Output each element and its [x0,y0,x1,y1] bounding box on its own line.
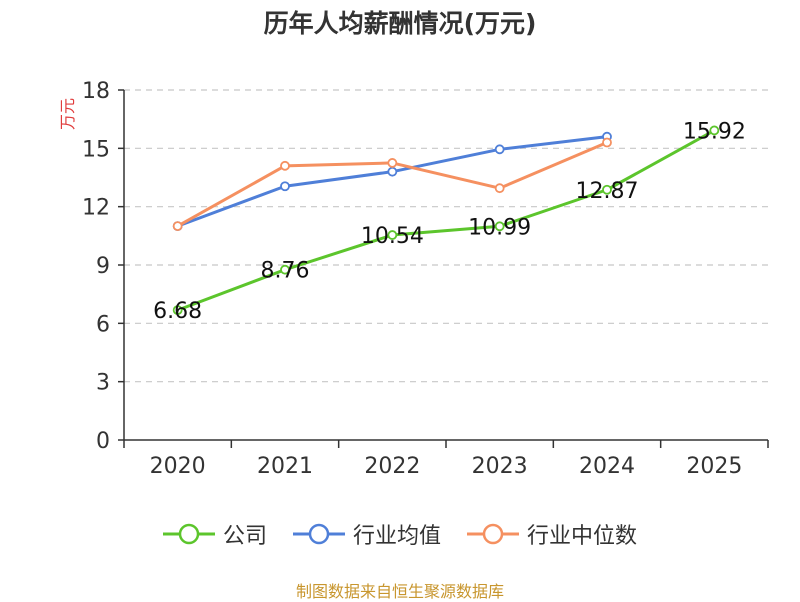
legend-item[interactable]: 行业均值 [292,518,441,550]
data-point [280,264,290,275]
series-lines [172,125,720,316]
axes: 0 3 6 9 12 15 18 2020 2021 2022 2023 2024 2025 [82,79,769,479]
grid-lines [124,89,768,383]
data-point [494,144,505,155]
x-tick-label: 2023 [472,454,528,479]
series-line [176,141,608,228]
data-point [172,221,183,232]
y-tick-label: 6 [96,312,110,337]
series-line [177,129,716,312]
data-label: 10.54 [361,224,424,249]
data-label: 12.87 [576,179,639,204]
data-point [709,125,720,136]
legend-swatch-icon [292,523,345,545]
data-point [494,221,505,232]
data-point [172,305,183,316]
legend-label: 行业均值 [352,524,441,549]
legend-label: 公司 [222,524,267,549]
x-tick-label: 2024 [579,454,635,479]
data-labels: 6.68 8.76 10.54 10.99 12.87 15.92 [153,119,746,324]
x-tick-label: 2022 [364,454,420,479]
legend-swatch-icon [467,523,519,545]
chart-title: 历年人均薪酬情况(万元) [263,9,537,38]
data-point [387,158,398,168]
y-tick-label: 12 [82,196,110,221]
data-point [387,166,398,177]
data-point [602,184,612,195]
series-2 [172,137,612,232]
data-point [280,160,290,171]
source-note: 制图数据来自恒生聚源数据库 [295,582,504,601]
data-label: 6.68 [153,299,202,324]
x-tick-label: 2021 [257,454,313,479]
data-label: 10.99 [468,215,531,240]
y-tick-label: 15 [82,137,110,162]
x-tick-label: 2025 [686,454,742,479]
data-label: 8.76 [261,259,310,284]
legend-label: 行业中位数 [527,524,638,549]
legend-swatch-icon [162,523,215,545]
y-tick-label: 18 [82,79,110,104]
data-point [602,137,612,148]
data-label: 15.92 [683,119,746,144]
x-tick-label: 2020 [150,454,206,479]
legend-item[interactable]: 行业中位数 [467,518,637,550]
data-point [280,181,290,192]
legend: 公司 行业均值 行业中位数 [0,518,800,550]
legend-item[interactable]: 公司 [162,518,267,550]
series-1 [172,131,612,232]
y-tick-label: 0 [96,429,110,454]
y-tick-label: 3 [96,371,110,396]
y-tick-label: 9 [96,254,110,279]
data-point [494,183,505,194]
data-point [387,230,398,240]
series-0 [172,125,720,316]
